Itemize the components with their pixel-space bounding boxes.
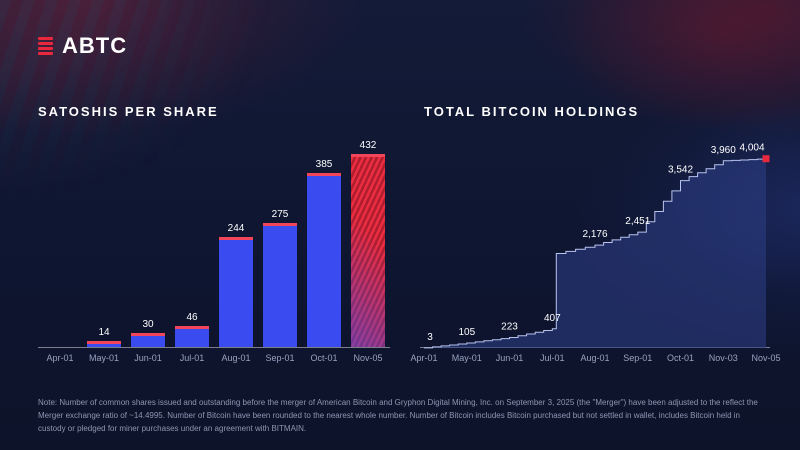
x-tick-label: Aug-01 <box>221 353 251 363</box>
satoshis-per-share-x-axis: Apr-01 May-01 Jun-01 Jul-01 Aug-01 Sep-01 Oct-… <box>38 353 390 363</box>
total-bitcoin-holdings-x-axis: Apr-01 May-01 Jun-01 Jul-01 Aug-01 Sep-01 Oct-… <box>410 353 780 365</box>
satoshis-per-share-chart: 14 30 46 244 275 385 432 <box>38 140 390 348</box>
total-bitcoin-holdings-title: TOTAL BITCOIN HOLDINGS <box>424 104 640 119</box>
x-tick-label: Apr-01 <box>46 353 74 363</box>
bar-value-label: 244 <box>227 223 245 234</box>
bar-value-label: 385 <box>315 159 333 170</box>
x-tick-label: Apr-01 <box>410 353 438 363</box>
point-value-label: 223 <box>501 322 518 333</box>
x-tick-label: Aug-01 <box>580 353 610 363</box>
bar-value-label: 275 <box>271 209 289 220</box>
x-tick-label: Nov-05 <box>353 353 383 363</box>
abtc-logo-text: ABTC <box>62 33 128 58</box>
bar <box>87 341 121 347</box>
x-tick-label: Sep-01 <box>623 353 653 363</box>
bar-slot: 30 <box>126 140 170 347</box>
abtc-logo: ABTC <box>38 33 127 59</box>
area-line <box>424 158 767 349</box>
bar-slot: 385 <box>302 140 346 347</box>
bar-value-label: 46 <box>186 312 198 323</box>
x-tick-label: Sep-01 <box>265 353 295 363</box>
bar-slot: 14 <box>82 140 126 347</box>
point-value-label: 2,176 <box>582 229 607 240</box>
endpoint-marker <box>762 155 770 163</box>
bar-slot: 432 <box>346 140 390 347</box>
point-value-label: 3,542 <box>668 165 693 176</box>
x-tick-label: Jul-01 <box>179 353 205 363</box>
point-value-label: 407 <box>544 313 561 324</box>
x-tick-label: May-01 <box>451 353 482 363</box>
x-tick-label: Jul-01 <box>540 353 565 363</box>
x-tick-label: Jun-01 <box>134 353 162 363</box>
bar-value-label: 432 <box>359 140 377 151</box>
point-value-label: 3,960 <box>711 145 736 156</box>
bar <box>219 237 253 347</box>
satoshis-per-share-title: SATOSHIS PER SHARE <box>38 104 219 119</box>
point-value-label: 2,451 <box>625 216 650 227</box>
point-value-label: 105 <box>458 327 475 338</box>
area-fill <box>424 158 766 348</box>
footnote: Note: Number of common shares issued and… <box>38 398 758 433</box>
x-tick-label: Nov-03 <box>708 353 738 363</box>
bar <box>263 223 297 347</box>
bar <box>131 333 165 347</box>
x-tick-label: May-01 <box>88 353 119 363</box>
bar-slot: 46 <box>170 140 214 347</box>
holdings-area-plot: 3 105 223 407 2,176 2,451 3,542 3,960 4,004 <box>424 143 770 349</box>
bar-slot: 275 <box>258 140 302 347</box>
bar-slot: 244 <box>214 140 258 347</box>
total-bitcoin-holdings-chart: 3 105 223 407 2,176 2,451 3,542 3,960 4,004 <box>420 140 770 349</box>
bar <box>307 173 341 347</box>
x-tick-label: Oct-01 <box>666 353 694 363</box>
bar <box>175 326 209 347</box>
x-tick-label: Jun-01 <box>495 353 524 363</box>
point-value-label: 3 <box>427 332 433 343</box>
x-tick-label: Oct-01 <box>310 353 338 363</box>
bar-value-label: 14 <box>98 327 110 338</box>
point-value-label: 4,004 <box>739 143 764 154</box>
bar-slot <box>38 140 82 347</box>
abtc-logo-bars-icon <box>38 37 53 55</box>
bar <box>351 154 385 347</box>
bar-value-label: 30 <box>142 319 154 330</box>
x-tick-label: Nov-05 <box>751 353 781 363</box>
